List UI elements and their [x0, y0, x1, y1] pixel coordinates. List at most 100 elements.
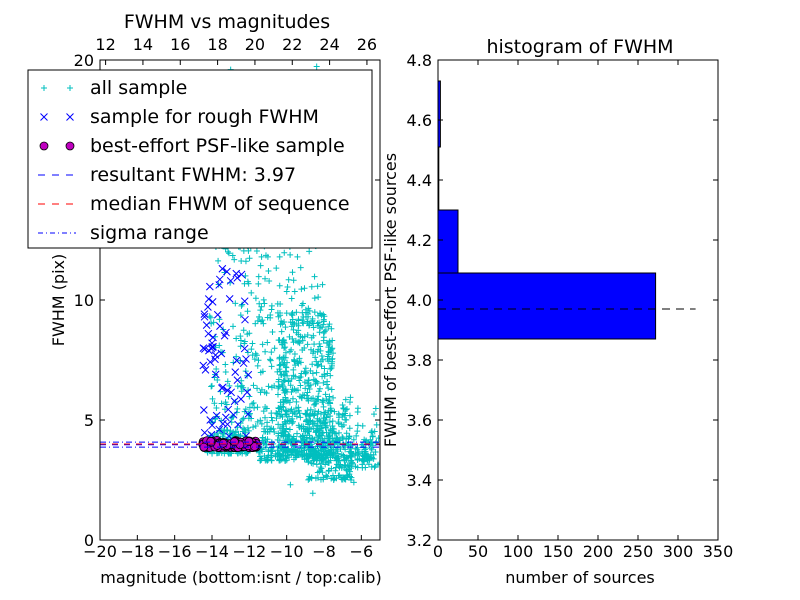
all-sample-point — [237, 333, 244, 340]
rough-fwhm-point — [204, 303, 212, 311]
all-sample-point — [224, 378, 231, 385]
all-sample-point — [318, 312, 325, 319]
all-sample-point — [348, 448, 355, 455]
all-sample-point — [287, 382, 294, 389]
scatter-x-tick-label: −12 — [232, 542, 266, 561]
rough-fwhm-point — [242, 355, 250, 363]
rough-fwhm-point — [225, 295, 234, 303]
rough-fwhm-point — [232, 356, 241, 365]
all-sample-point — [364, 457, 371, 464]
histogram-y-axis-label: FWHM of best-effort PSF-like sources — [381, 153, 400, 447]
all-sample-point — [282, 377, 289, 384]
rough-fwhm-point — [230, 397, 239, 406]
all-sample-point — [318, 353, 325, 360]
all-sample-point — [368, 429, 375, 436]
all-sample-point — [314, 455, 321, 462]
all-sample-point — [368, 428, 375, 435]
rough-fwhm-point — [199, 361, 208, 370]
all-sample-point — [320, 330, 327, 337]
all-sample-point — [292, 373, 299, 380]
legend-marker — [40, 113, 48, 121]
all-sample-point — [279, 359, 286, 366]
histogram-y-ticks: 3.2 3.4 3.6 3.8 4.0 4.2 4.4 4.6 4.8 — [407, 51, 718, 550]
all-sample-point — [286, 433, 293, 440]
all-sample-point — [277, 399, 284, 406]
all-sample-point — [287, 251, 294, 258]
all-sample-point — [257, 417, 264, 424]
all-sample-point — [239, 301, 246, 308]
all-sample-point — [280, 378, 287, 385]
all-sample-point — [343, 430, 350, 437]
all-sample-point — [324, 353, 331, 360]
rough-fwhm-point — [202, 321, 211, 329]
all-sample-point — [258, 386, 265, 393]
all-sample-point — [311, 309, 318, 316]
all-sample-point — [277, 452, 284, 459]
all-sample-point — [322, 424, 329, 431]
all-sample-point — [326, 321, 333, 328]
all-sample-point — [287, 481, 294, 488]
all-sample-point — [275, 378, 282, 385]
all-sample-point — [255, 280, 262, 287]
all-sample-point — [341, 462, 348, 469]
all-sample-point — [372, 462, 379, 469]
all-sample-point — [354, 409, 361, 416]
all-sample-point — [314, 440, 321, 447]
all-sample-point — [288, 311, 295, 318]
all-sample-point — [285, 377, 292, 384]
all-sample-point — [276, 282, 283, 289]
all-sample-point — [209, 395, 216, 402]
all-sample-point — [280, 396, 287, 403]
histogram-x-tick-label: 0 — [433, 542, 443, 561]
all-sample-point — [316, 433, 323, 440]
all-sample-point — [310, 376, 317, 383]
legend-entry: median FHWM of sequence — [38, 193, 350, 215]
all-sample-point — [327, 347, 334, 354]
all-sample-point — [325, 431, 332, 438]
all-sample-point — [322, 409, 329, 416]
all-sample-point — [281, 345, 288, 352]
histogram-y-tick-label: 3.2 — [407, 531, 432, 550]
all-sample-point — [328, 386, 335, 393]
all-sample-point — [298, 395, 305, 402]
scatter-y-axis-label: FWHM (pix) — [49, 254, 68, 347]
all-sample-point — [222, 361, 229, 368]
all-sample-point — [319, 281, 326, 288]
all-sample-point — [317, 311, 324, 318]
all-sample-point — [345, 435, 352, 442]
all-sample-point — [278, 328, 285, 335]
all-sample-point — [354, 464, 361, 471]
scatter-x-tick-label: −10 — [270, 542, 304, 561]
all-sample-point — [332, 467, 339, 474]
all-sample-point — [367, 436, 374, 443]
all-sample-point — [293, 448, 300, 455]
all-sample-point — [375, 461, 380, 468]
legend-label: median FHWM of sequence — [90, 193, 350, 215]
histogram-x-axis-label: number of sources — [505, 568, 655, 587]
histogram-y-tick-label: 4.0 — [407, 291, 432, 310]
rough-fwhm-point — [204, 295, 213, 303]
all-sample-point — [329, 337, 336, 344]
histogram-y-tick-label: 4.2 — [407, 231, 432, 250]
all-sample-point — [300, 313, 307, 320]
all-sample-point — [255, 273, 262, 280]
all-sample-point — [262, 457, 269, 464]
all-sample-point — [315, 319, 322, 326]
all-sample-point — [232, 300, 239, 307]
all-sample-point — [306, 307, 313, 314]
all-sample-point — [224, 248, 231, 255]
all-sample-point — [249, 340, 256, 347]
all-sample-point — [276, 383, 283, 390]
all-sample-point — [237, 337, 244, 344]
all-sample-point — [240, 247, 247, 254]
all-sample-point — [260, 428, 267, 435]
all-sample-point — [323, 450, 330, 457]
histogram-y-tick-label: 4.4 — [407, 171, 432, 190]
rough-fwhm-point — [223, 267, 231, 276]
scatter-top-x-tick-label: 22 — [282, 35, 302, 54]
all-sample-point — [277, 404, 284, 411]
all-sample-point — [257, 262, 264, 269]
all-sample-point — [312, 354, 319, 361]
rough-fwhm-point — [232, 269, 241, 278]
all-sample-point — [257, 369, 264, 376]
